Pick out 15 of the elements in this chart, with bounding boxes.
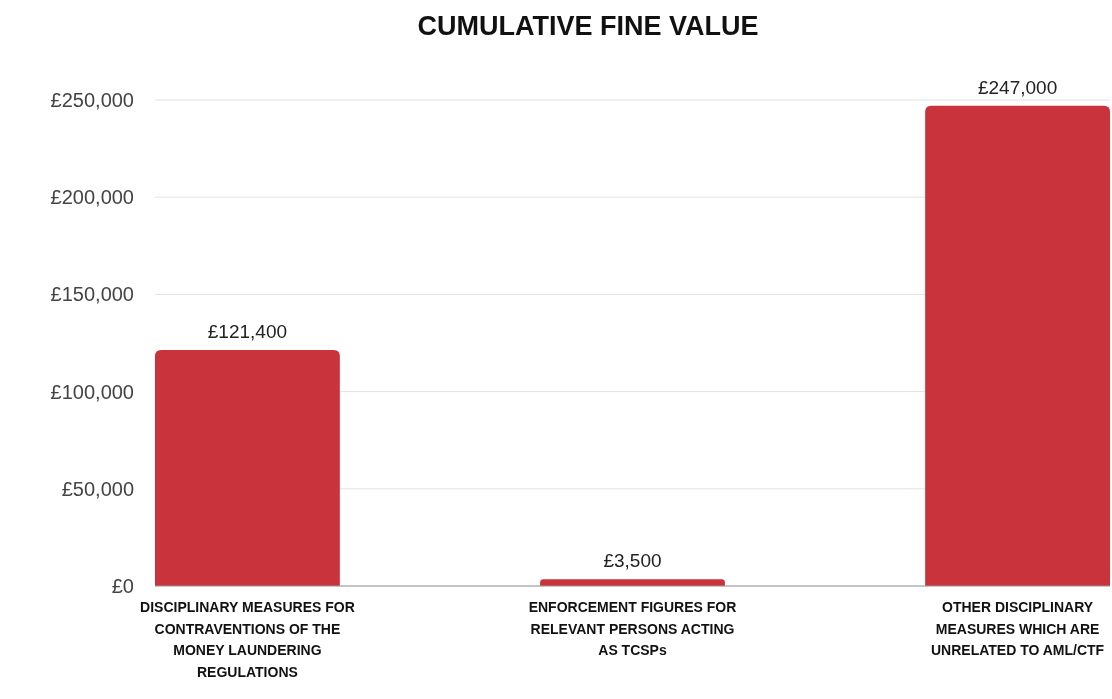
- y-tick-label: £200,000: [50, 186, 134, 209]
- x-tick-label: DISCIPLINARY MEASURES FOR CONTRAVENTIONS OF THE MONEY LAUNDERING REGULATIONS: [140, 599, 355, 680]
- y-tick-label: £100,000: [50, 380, 134, 403]
- data-label: £247,000: [977, 76, 1058, 98]
- data-label: £3,500: [603, 550, 662, 572]
- data-label: £121,400: [207, 321, 288, 342]
- bar: [155, 350, 340, 586]
- x-tick-label: OTHER DISCIPLINARY MEASURES WHICH ARE UNRELATED TO AML/CTF: [930, 599, 1105, 658]
- y-tick-label: £150,000: [50, 283, 134, 306]
- y-tick-label: £0: [111, 575, 134, 597]
- chart-title: CUMULATIVE FINE VALUE: [417, 11, 759, 41]
- bar: [925, 105, 1110, 586]
- y-tick-label: £250,000: [50, 89, 134, 111]
- x-tick-label: ENFORCEMENT FIGURES FOR RELEVANT PERSONS ACTING AS TCSPs: [528, 599, 737, 658]
- y-tick-label: £50,000: [61, 477, 134, 500]
